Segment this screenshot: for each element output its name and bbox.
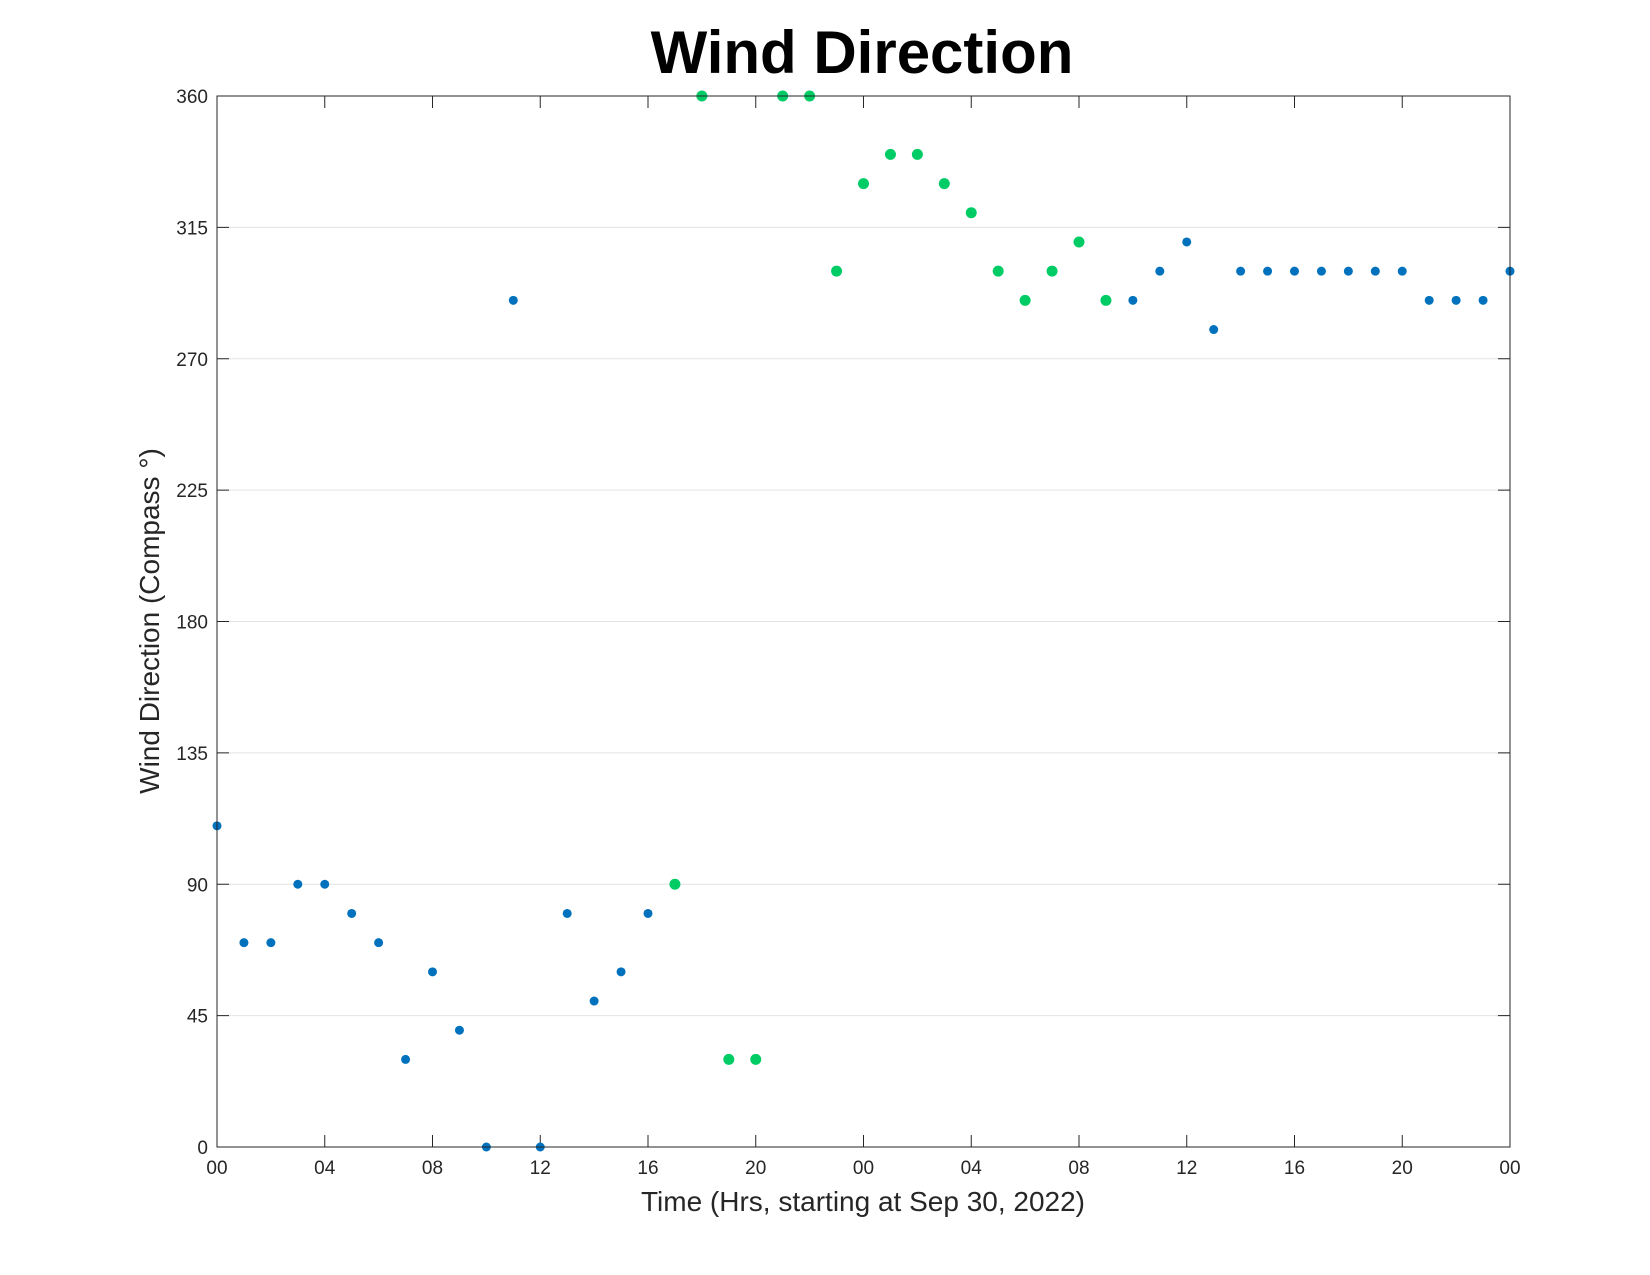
data-point — [1478, 295, 1488, 305]
data-point — [1236, 266, 1246, 276]
data-point — [1290, 266, 1299, 276]
x-tick-label: 20 — [745, 1158, 766, 1179]
y-tick-label: 225 — [176, 481, 208, 502]
data-point — [374, 938, 384, 948]
data-point — [401, 1054, 411, 1064]
data-point — [1046, 265, 1058, 277]
data-point — [643, 908, 653, 918]
x-tick-label: 16 — [637, 1158, 658, 1179]
x-tick-label: 12 — [530, 1158, 551, 1179]
y-tick-label: 90 — [187, 875, 208, 896]
data-point — [616, 967, 626, 977]
data-point — [1397, 266, 1407, 276]
data-point — [1343, 266, 1353, 276]
data-point — [858, 178, 869, 190]
data-point — [938, 178, 950, 190]
data-point — [1316, 266, 1326, 276]
data-point — [239, 938, 249, 948]
data-point — [884, 148, 896, 160]
data-point — [1182, 237, 1192, 247]
data-point — [965, 207, 977, 219]
y-tick-label: 315 — [176, 218, 208, 239]
y-tick-label: 360 — [176, 87, 208, 108]
gridlines — [217, 226, 1510, 1017]
y-axis-label: Wind Direction (Compass °) — [134, 448, 165, 794]
plot-frame — [216, 95, 1511, 1148]
y-tick-labels: 0 45 90 135 180 225 270 315 360 — [176, 87, 208, 1159]
data-point — [428, 967, 437, 977]
data-point — [1370, 266, 1380, 276]
x-tick-label: 08 — [1068, 1158, 1089, 1179]
y-tick-label: 0 — [197, 1138, 208, 1159]
x-axis-label: Time (Hrs, starting at Sep 30, 2022) — [641, 1186, 1085, 1217]
data-point — [320, 879, 330, 889]
data-point — [669, 878, 681, 890]
data-point — [831, 265, 843, 277]
x-tick-label: 04 — [314, 1158, 336, 1179]
data-point — [1263, 266, 1273, 276]
data-point — [1209, 325, 1219, 335]
data-point — [562, 908, 572, 918]
y-tick-label: 135 — [176, 744, 208, 765]
data-point — [266, 938, 276, 948]
x-tick-label: 04 — [961, 1158, 983, 1179]
x-tick-label: 20 — [1392, 1158, 1413, 1179]
x-tick-label: 08 — [422, 1158, 443, 1179]
data-point — [1451, 295, 1461, 305]
x-tick-label: 00 — [1499, 1158, 1520, 1179]
data-point — [1100, 294, 1112, 306]
chart-title: Wind Direction — [651, 19, 1074, 86]
x-tick-label: 00 — [853, 1158, 874, 1179]
data-point — [992, 265, 1004, 277]
data-point — [1019, 294, 1031, 306]
data-point — [723, 1053, 735, 1065]
data-point — [1155, 266, 1165, 276]
data-point — [454, 1025, 464, 1035]
data-point — [1424, 295, 1434, 305]
x-tick-label: 16 — [1284, 1158, 1305, 1179]
data-point — [589, 996, 599, 1006]
x-tick-label: 12 — [1176, 1158, 1197, 1179]
data-point — [1128, 295, 1138, 305]
data-point — [508, 295, 518, 305]
data-points — [212, 90, 1515, 1152]
y-tick-label: 180 — [176, 613, 208, 634]
y-tick-label: 270 — [176, 350, 208, 371]
x-tick-label: 00 — [206, 1158, 227, 1179]
data-point — [347, 908, 357, 918]
data-point — [293, 879, 303, 889]
data-point — [911, 148, 923, 160]
data-point — [750, 1053, 762, 1065]
x-tick-labels: 00 04 08 12 16 20 00 04 08 12 16 20 00 — [206, 1158, 1520, 1179]
data-point — [1073, 236, 1085, 248]
y-tick-label: 45 — [187, 1007, 208, 1028]
